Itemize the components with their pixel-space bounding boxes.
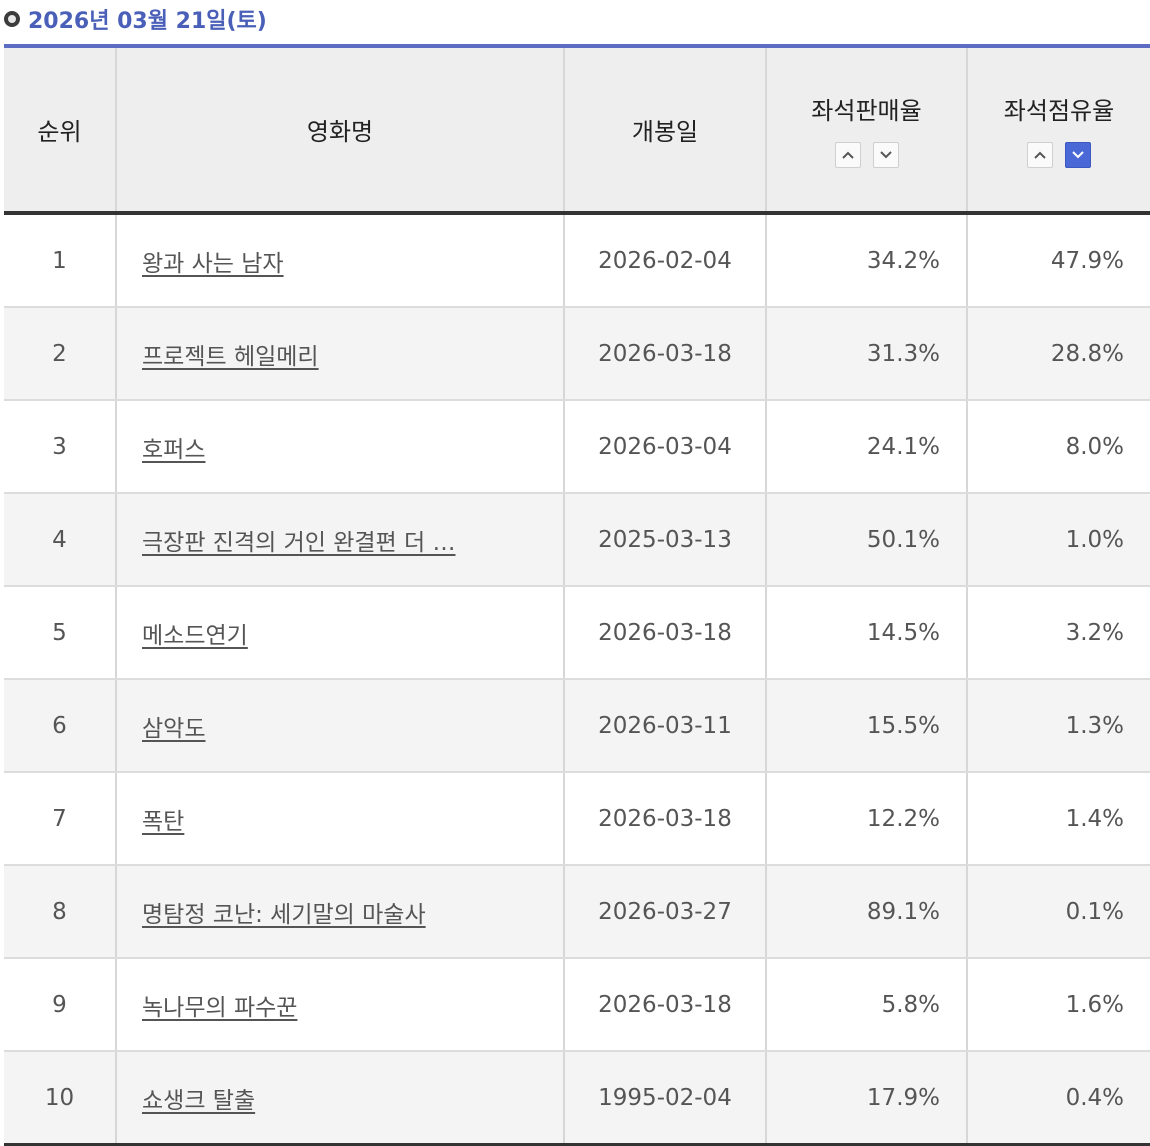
release-date-cell: 1995-02-04 [564,1051,767,1146]
date-label: 2026년 03월 21일(토) [28,9,267,34]
sales-rate-cell: 14.5% [766,586,968,680]
box-office-table: 순위 영화명 개봉일 좌석판매율 좌석점유율 [4,48,1150,1146]
title-cell: 폭탄 [116,772,565,866]
chevron-down-icon [1072,151,1084,159]
column-header-rank: 순위 [4,48,117,215]
release-date-cell: 2026-03-04 [564,400,767,494]
occupancy-rate-cell: 1.4% [967,772,1150,866]
release-date-cell: 2026-03-18 [564,586,767,680]
sales-rate-sort-controls [767,142,966,168]
sales-rate-cell: 50.1% [766,493,968,587]
table-top-border [4,44,1150,48]
title-cell: 프로젝트 헤일메리 [116,307,565,401]
rank-cell: 4 [4,493,117,587]
title-cell: 메소드연기 [116,586,565,680]
title-cell: 쇼생크 탈출 [116,1051,565,1146]
title-cell: 녹나무의 파수꾼 [116,958,565,1052]
occupancy-rate-label: 좌석점유율 [1003,97,1115,125]
title-cell: 삼악도 [116,679,565,773]
occupancy-rate-cell: 28.8% [967,307,1150,401]
movie-title-link[interactable]: 호퍼스 [142,436,206,463]
title-cell: 왕과 사는 남자 [116,213,565,308]
rank-cell: 7 [4,772,117,866]
movie-title-link[interactable]: 폭탄 [142,808,185,835]
occupancy-rate-cell: 1.0% [967,493,1150,587]
chevron-up-icon [841,151,854,159]
occupancy-rate-cell: 8.0% [967,400,1150,494]
occupancy-rate-cell: 0.1% [967,865,1150,959]
sales-rate-cell: 15.5% [766,679,968,773]
table-row: 10 쇼생크 탈출 1995-02-04 17.9% 0.4% [4,1051,1150,1146]
chevron-down-icon [879,151,892,159]
movie-title-link[interactable]: 쇼생크 탈출 [142,1087,256,1114]
sales-rate-cell: 5.8% [766,958,968,1052]
column-header-release: 개봉일 [564,48,767,215]
sales-rate-cell: 17.9% [766,1051,968,1146]
sales-rate-label: 좌석판매율 [811,97,922,125]
occupancy-rate-cell: 1.6% [967,958,1150,1052]
rank-cell: 6 [4,679,117,773]
sales-rate-sort-asc-button[interactable] [834,142,861,168]
table-row: 4 극장판 진격의 거인 완결편 더 … 2025-03-13 50.1% 1.… [4,493,1150,587]
chevron-up-icon [1034,151,1046,159]
sales-rate-cell: 24.1% [766,400,968,494]
sales-rate-cell: 89.1% [766,865,968,959]
rank-cell: 9 [4,958,117,1052]
movie-title-link[interactable]: 삼악도 [142,715,206,742]
column-header-title: 영화명 [116,48,565,215]
table-row: 7 폭탄 2026-03-18 12.2% 1.4% [4,772,1150,866]
table-row: 2 프로젝트 헤일메리 2026-03-18 31.3% 28.8% [4,307,1150,401]
date-header: 2026년 03월 21일(토) [4,4,267,34]
movie-title-link[interactable]: 녹나무의 파수꾼 [142,994,298,1021]
table-row: 9 녹나무의 파수꾼 2026-03-18 5.8% 1.6% [4,958,1150,1052]
rank-cell: 2 [4,307,117,401]
table-row: 3 호퍼스 2026-03-04 24.1% 8.0% [4,400,1150,494]
occupancy-rate-cell: 3.2% [967,586,1150,680]
table-row: 1 왕과 사는 남자 2026-02-04 34.2% 47.9% [4,213,1150,308]
sales-rate-cell: 31.3% [766,307,968,401]
circle-bullet-icon [4,11,20,27]
title-cell: 명탐정 코난: 세기말의 마술사 [116,865,565,959]
occupancy-rate-sort-desc-button[interactable] [1065,142,1091,168]
rank-cell: 10 [4,1051,117,1146]
occupancy-rate-sort-controls [968,142,1150,168]
occupancy-rate-cell: 1.3% [967,679,1150,773]
release-date-cell: 2026-03-18 [564,958,767,1052]
occupancy-rate-cell: 47.9% [967,213,1150,308]
title-cell: 호퍼스 [116,400,565,494]
rank-cell: 5 [4,586,117,680]
release-date-cell: 2026-03-11 [564,679,767,773]
column-header-sales-rate: 좌석판매율 [766,48,968,215]
sales-rate-sort-desc-button[interactable] [872,142,899,168]
table-row: 8 명탐정 코난: 세기말의 마술사 2026-03-27 89.1% 0.1% [4,865,1150,959]
movie-title-link[interactable]: 왕과 사는 남자 [142,250,284,277]
movie-title-link[interactable]: 프로젝트 헤일메리 [142,343,319,370]
occupancy-rate-cell: 0.4% [967,1051,1150,1146]
movie-title-link[interactable]: 메소드연기 [142,622,248,649]
release-date-cell: 2025-03-13 [564,493,767,587]
release-date-cell: 2026-03-27 [564,865,767,959]
sales-rate-cell: 12.2% [766,772,968,866]
movie-title-link[interactable]: 명탐정 코난: 세기말의 마술사 [142,901,426,928]
column-header-occupancy-rate: 좌석점유율 [967,48,1150,215]
release-date-cell: 2026-03-18 [564,772,767,866]
table-row: 6 삼악도 2026-03-11 15.5% 1.3% [4,679,1150,773]
title-cell: 극장판 진격의 거인 완결편 더 … [116,493,565,587]
rank-cell: 3 [4,400,117,494]
movie-title-link[interactable]: 극장판 진격의 거인 완결편 더 … [142,529,456,556]
sales-rate-cell: 34.2% [766,213,968,308]
release-date-cell: 2026-02-04 [564,213,767,308]
occupancy-rate-sort-asc-button[interactable] [1027,142,1053,168]
release-date-cell: 2026-03-18 [564,307,767,401]
box-office-table-wrapper: 순위 영화명 개봉일 좌석판매율 좌석점유율 [4,44,1150,1146]
rank-cell: 8 [4,865,117,959]
table-row: 5 메소드연기 2026-03-18 14.5% 3.2% [4,586,1150,680]
rank-cell: 1 [4,213,117,308]
table-header-row: 순위 영화명 개봉일 좌석판매율 좌석점유율 [4,48,1150,215]
